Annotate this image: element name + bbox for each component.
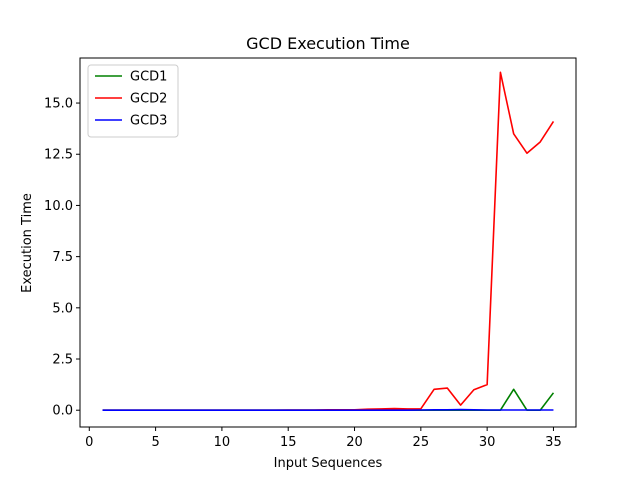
- legend: GCD1 GCD2 GCD3: [87, 64, 179, 138]
- y-tick-label: 5.0: [52, 301, 73, 316]
- y-tick-label: 2.5: [52, 353, 73, 368]
- x-tick-label: 5: [151, 435, 159, 450]
- y-tick-label: 0.0: [52, 404, 73, 419]
- x-axis-title: Input Sequences: [274, 456, 383, 471]
- plot-area-frame: [79, 57, 577, 428]
- x-tick-label: 20: [346, 435, 363, 450]
- ticks-layer: 0 5 10 15 20 25 30 35 0.0 2.5 5.0 7.5 10.0 12.5 15.0: [44, 97, 562, 450]
- y-tick-label: 10.0: [44, 199, 73, 214]
- y-tick-label: 7.5: [52, 250, 73, 265]
- x-tick-label: 25: [413, 435, 430, 450]
- legend-label-gcd3: GCD3: [130, 114, 167, 129]
- x-tick-label: 30: [479, 435, 496, 450]
- legend-box: [87, 64, 179, 138]
- legend-label-gcd2: GCD2: [130, 92, 167, 107]
- x-tick-label: 10: [214, 435, 231, 450]
- y-tick-label: 15.0: [44, 97, 73, 112]
- chart-title: GCD Execution Time: [246, 34, 410, 53]
- series-line-gcd3: [102, 408, 554, 412]
- x-tick-label: 0: [85, 435, 93, 450]
- x-tick-label: 15: [280, 435, 297, 450]
- y-tick-label: 12.5: [44, 148, 73, 163]
- series-layer: [102, 71, 555, 412]
- legend-label-gcd1: GCD1: [130, 70, 167, 85]
- x-tick-label: 35: [545, 435, 562, 450]
- y-axis-title: Execution Time: [20, 193, 35, 293]
